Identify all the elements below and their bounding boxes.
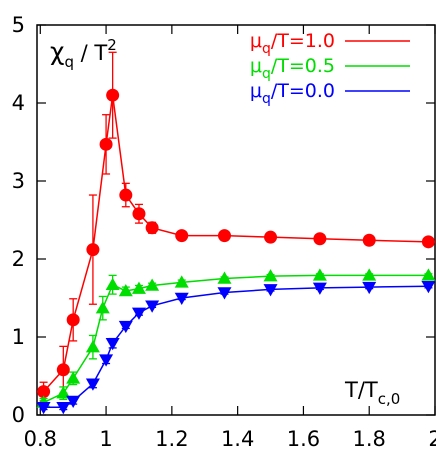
data-point (217, 271, 232, 284)
data-point (66, 395, 81, 408)
data-point (145, 221, 159, 235)
data-point (37, 385, 51, 399)
x-tick-label: 2 (428, 427, 436, 451)
data-point (175, 229, 189, 243)
data-point (264, 230, 278, 244)
data-point (132, 207, 146, 221)
legend: μq/T=1.0μq/T=0.5μq/T=0.0 (250, 30, 410, 107)
data-point (66, 371, 81, 384)
data-point (95, 301, 110, 314)
data-point (118, 283, 133, 297)
y-tick-label: 1 (12, 325, 25, 349)
data-point (145, 278, 160, 291)
data-point (106, 88, 120, 102)
x-tick-label: 1.4 (221, 427, 254, 451)
data-point (85, 378, 100, 391)
data-point (174, 292, 189, 305)
series-1 (37, 51, 435, 402)
legend-label: μq/T=0.5 (250, 55, 335, 82)
data-point (66, 313, 80, 327)
data-point (131, 281, 146, 294)
y-axis-label: χq / T2 (50, 36, 117, 71)
x-tick-label: 1 (99, 427, 112, 451)
y-tick-label: 2 (12, 247, 25, 271)
series-2 (36, 268, 436, 408)
x-tick-label: 1.8 (353, 427, 386, 451)
x-tick-label: 1.6 (287, 427, 320, 451)
legend-label: μq/T=1.0 (250, 30, 335, 57)
y-tick-label: 5 (12, 13, 25, 37)
x-tick-label: 0.8 (24, 427, 57, 451)
x-axis-label: T/Tc,0 (344, 378, 400, 408)
data-point (105, 337, 120, 351)
y-tick-label: 3 (12, 169, 25, 193)
data-point (421, 268, 436, 281)
legend-label: μq/T=0.0 (250, 80, 335, 107)
data-point (217, 229, 231, 243)
data-point (421, 235, 435, 249)
x-tick-label: 1.2 (155, 427, 188, 451)
data-point (56, 401, 71, 415)
data-point (105, 277, 120, 290)
data-point (119, 188, 133, 202)
y-tick-label: 0 (12, 403, 25, 427)
data-point (56, 386, 71, 399)
data-point (131, 307, 146, 320)
data-point (313, 232, 327, 246)
data-point (263, 284, 278, 297)
data-point (421, 281, 436, 294)
data-point (86, 243, 100, 257)
data-point (312, 268, 327, 281)
data-point (263, 269, 278, 282)
plot-frame (36, 24, 436, 416)
data-point (217, 287, 232, 300)
data-point (99, 354, 114, 367)
axis-ticks: 0 1 2 3 4 5 0.8 1 1.2 1.4 1.6 1.8 2 (12, 13, 436, 451)
data-point (56, 363, 70, 377)
series-3 (36, 281, 436, 415)
data-point (145, 300, 160, 313)
data-point (118, 320, 133, 334)
data-point (362, 268, 377, 281)
y-tick-label: 4 (12, 91, 25, 115)
data-point (362, 233, 376, 247)
data-point (362, 281, 377, 295)
data-point (99, 137, 113, 151)
data-point (85, 340, 100, 353)
series-layer (36, 51, 436, 415)
plot-border (36, 24, 436, 416)
data-point (312, 282, 327, 295)
data-point (174, 275, 189, 288)
data-point (36, 401, 51, 415)
